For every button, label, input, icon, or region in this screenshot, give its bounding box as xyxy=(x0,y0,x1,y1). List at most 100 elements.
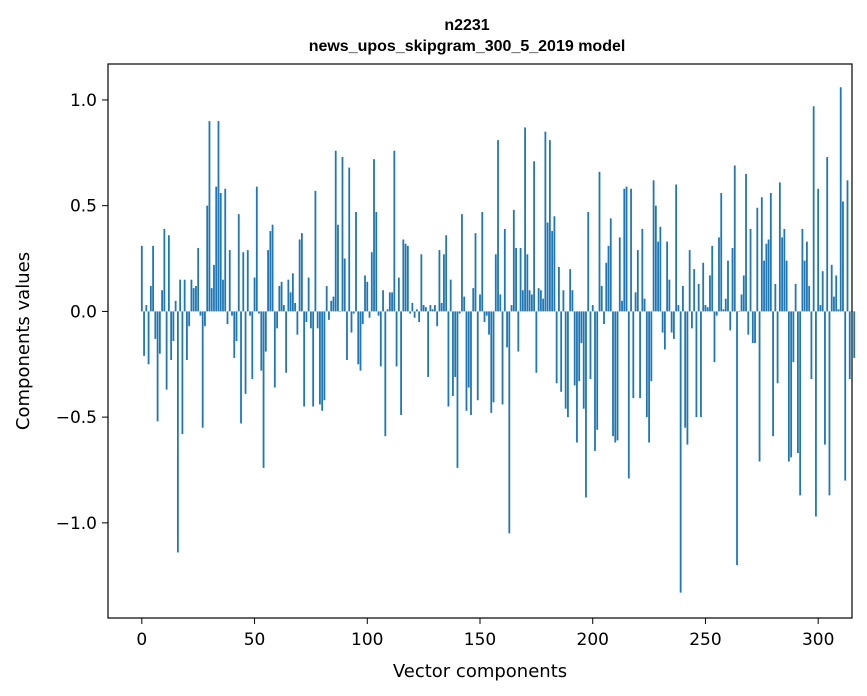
bar-235 xyxy=(670,311,673,333)
bar-104 xyxy=(375,212,378,312)
bar-66 xyxy=(289,292,292,312)
bar-23 xyxy=(192,288,195,312)
bar-261 xyxy=(729,311,732,331)
bar-302 xyxy=(821,271,824,312)
bar-24 xyxy=(195,286,197,312)
bar-226 xyxy=(650,311,653,382)
bar-295 xyxy=(806,241,808,312)
bar-184 xyxy=(555,311,558,384)
bar-248 xyxy=(700,311,702,418)
bar-48 xyxy=(249,311,251,316)
bar-300 xyxy=(817,188,820,312)
bar-175 xyxy=(535,311,538,373)
bar-292 xyxy=(799,311,802,496)
bar-163 xyxy=(508,311,511,534)
bar-93 xyxy=(350,311,353,333)
bar-39 xyxy=(228,250,231,312)
bar-97 xyxy=(359,311,362,371)
bar-70 xyxy=(298,239,301,312)
bar-122 xyxy=(415,309,418,312)
bar-222 xyxy=(641,228,644,312)
bar-243 xyxy=(688,250,691,312)
x-tick-label: 100 xyxy=(351,630,383,650)
bar-264 xyxy=(736,311,738,566)
bar-244 xyxy=(691,311,693,329)
bar-272 xyxy=(754,311,756,344)
bar-273 xyxy=(756,207,759,312)
bar-123 xyxy=(418,311,421,322)
bar-7 xyxy=(156,311,159,422)
bar-253 xyxy=(711,245,714,312)
bar-294 xyxy=(803,260,806,312)
bar-287 xyxy=(787,311,790,462)
bar-9 xyxy=(161,290,164,312)
bar-41 xyxy=(233,311,236,358)
y-tick-label: 0.5 xyxy=(70,197,97,217)
bar-33 xyxy=(215,186,218,312)
bar-119 xyxy=(409,311,412,314)
bar-204 xyxy=(600,286,603,312)
bar-210 xyxy=(614,311,617,443)
bar-198 xyxy=(587,212,590,312)
bar-152 xyxy=(483,311,486,322)
bar-76 xyxy=(312,311,315,407)
x-tick-label: 200 xyxy=(577,630,609,650)
bar-191 xyxy=(571,290,574,312)
bar-171 xyxy=(526,254,529,312)
bar-155 xyxy=(490,311,493,413)
bar-307 xyxy=(833,296,835,312)
bar-278 xyxy=(767,239,770,312)
bar-136 xyxy=(447,311,450,407)
bar-6 xyxy=(154,311,157,339)
bar-267 xyxy=(742,275,745,312)
bar-90 xyxy=(343,258,346,312)
bar-259 xyxy=(724,298,727,312)
bar-257 xyxy=(720,192,723,312)
bar-49 xyxy=(251,311,254,380)
bar-165 xyxy=(512,209,515,312)
bar-138 xyxy=(452,311,454,396)
bar-236 xyxy=(672,311,675,339)
bar-242 xyxy=(686,311,689,445)
bar-227 xyxy=(652,180,655,312)
bar-75 xyxy=(310,311,312,329)
bar-310 xyxy=(839,87,842,312)
bar-203 xyxy=(598,171,601,312)
bar-233 xyxy=(666,241,669,312)
bar-31 xyxy=(210,288,213,312)
bar-115 xyxy=(400,311,402,416)
bar-230 xyxy=(659,226,662,312)
bar-219 xyxy=(634,292,637,312)
bar-200 xyxy=(591,305,594,312)
bar-252 xyxy=(709,275,711,312)
bar-133 xyxy=(440,302,443,312)
bar-127 xyxy=(427,311,430,377)
bar-80 xyxy=(321,311,324,411)
bar-201 xyxy=(594,311,596,451)
bar-113 xyxy=(395,311,398,367)
bar-247 xyxy=(697,283,700,312)
bar-42 xyxy=(235,311,238,341)
bar-211 xyxy=(616,311,619,441)
bar-179 xyxy=(544,131,547,312)
bar-224 xyxy=(645,311,648,418)
bar-275 xyxy=(760,197,763,312)
bar-194 xyxy=(578,311,581,382)
bar-269 xyxy=(747,311,750,335)
bar-232 xyxy=(663,311,666,350)
bar-260 xyxy=(727,260,729,312)
bar-88 xyxy=(339,311,342,312)
bar-86 xyxy=(334,150,337,312)
bar-58 xyxy=(271,224,274,312)
bar-313 xyxy=(846,180,849,312)
bar-148 xyxy=(474,233,477,312)
bar-312 xyxy=(844,311,847,481)
bar-193 xyxy=(576,311,578,443)
bar-0 xyxy=(140,245,143,312)
bar-168 xyxy=(519,247,522,312)
bar-228 xyxy=(654,205,657,312)
bar-216 xyxy=(627,311,630,479)
bar-36 xyxy=(222,279,224,312)
y-axis-label: Components values xyxy=(13,252,34,430)
bar-245 xyxy=(693,269,696,312)
